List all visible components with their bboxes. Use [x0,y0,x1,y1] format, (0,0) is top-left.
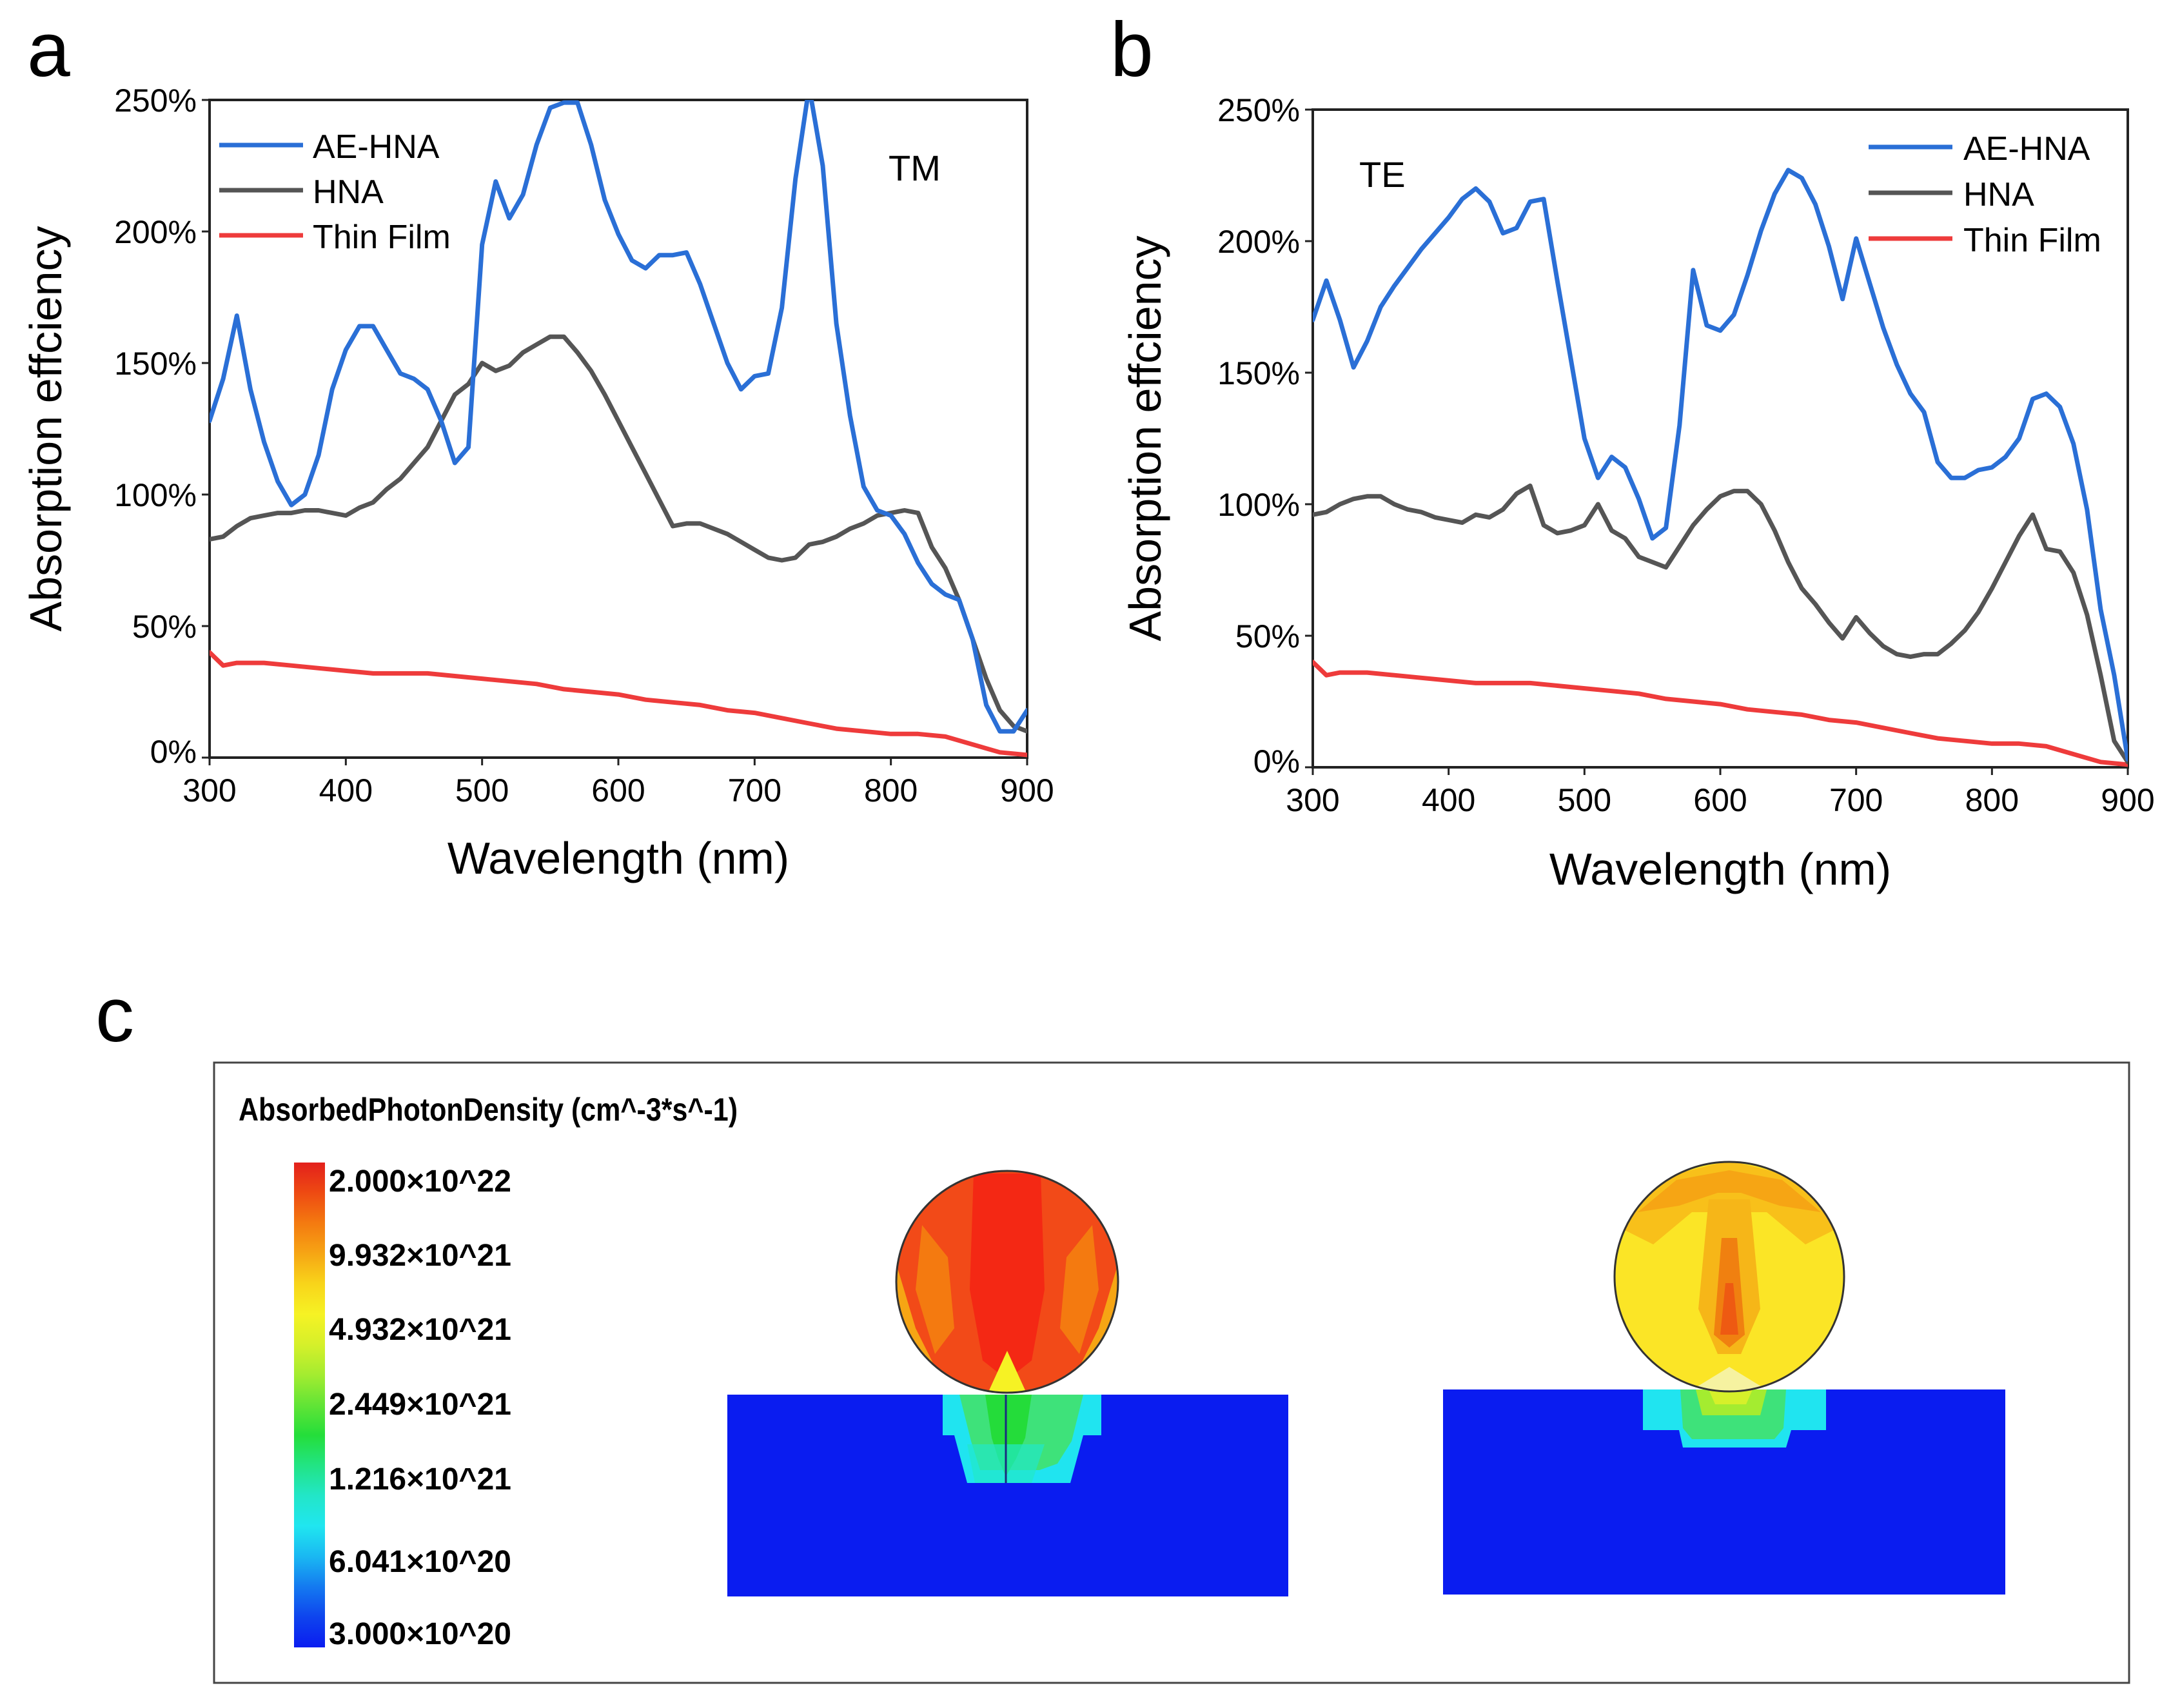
legend-label-ae-hna: AE-HNA [1963,130,2090,168]
legend-label-hna: HNA [1963,176,2034,213]
y-tick-labels-a: 0% 50% 100% 150% 200% 250% [114,83,210,770]
panel-letter-c: c [95,972,134,1058]
series-line-thin-film [210,650,1027,758]
x-tick-label: 600 [1693,782,1747,818]
x-tick-label: 700 [1829,782,1883,818]
panel-letter-a: a [27,6,70,93]
colorbar-label-4: 1.216×10^21 [329,1462,511,1497]
sphere-outline-tm [895,1170,1119,1394]
y-tick-label: 50% [1235,618,1300,654]
legend-a: AE-HNA HNA Thin Film [219,128,451,256]
sphere-right-band-tm [1060,1225,1099,1354]
y-tick-label: 250% [1217,92,1300,128]
sphere-bottom-te [1689,1367,1769,1391]
colorbar-label-3: 2.449×10^21 [329,1388,511,1422]
colorbar-label-2: 4.932×10^21 [329,1313,511,1347]
series-line-ae-hna [1313,168,2128,762]
y-tick-label: 200% [114,214,197,250]
x-tick-label: 900 [1000,772,1054,809]
sphere-outline-te [1613,1161,1845,1393]
series-lines-b [1313,168,2128,767]
x-tick-label: 300 [182,772,236,809]
hotspot-core-tm [985,1395,1032,1477]
y-tick-label: 250% [114,83,197,119]
series-line-ae-hna [210,100,1027,734]
x-axis-label-b: Wavelength (nm) [1549,844,1891,894]
colorbar-label-0: 2.000×10^22 [329,1164,511,1199]
x-tick-label: 800 [864,772,918,809]
colorbar-label-5: 6.041×10^20 [329,1545,511,1579]
x-tick-label: 500 [455,772,509,809]
sphere-bottom-hot-tm [987,1351,1028,1393]
x-tick-label: 500 [1558,782,1611,818]
y-tick-labels-b: 0% 50% 100% 150% 200% 250% [1217,92,1313,780]
field-map-te [1443,1161,2005,1595]
series-line-hna [210,334,1027,734]
panel-a: a 0% 50% 100% 150% 200% 250% 300 400 500 600 700 8… [21,6,1054,883]
sphere-center-hot-te [1720,1283,1738,1335]
x-tick-labels-a: 300 400 500 600 700 800 900 [182,758,1054,809]
panel-c: c AbsorbedPhotonDensity (cm^-3*s^-1) 2.0… [95,972,2130,1684]
sphere-te [1615,1162,1844,1391]
y-tick-label: 0% [150,734,197,770]
y-tick-label: 200% [1217,224,1300,260]
sphere-left-band-tm [916,1225,954,1354]
hotspot-yellow-te [1709,1389,1753,1404]
polarization-label-te: TE [1359,154,1406,195]
y-tick-label: 100% [1217,487,1300,523]
x-tick-labels-b: 300 400 500 600 700 800 900 [1286,767,2155,818]
polarization-label-tm: TM [889,148,941,188]
x-tick-label: 800 [1965,782,2019,818]
y-axis-label-a: Absorption effciency [21,226,71,631]
colorbar: 2.000×10^22 9.932×10^21 4.932×10^21 2.44… [294,1163,511,1651]
sphere-top-hot-te [1638,1170,1821,1212]
colorbar-label-1: 9.932×10^21 [329,1239,511,1273]
x-tick-label: 700 [728,772,781,809]
sphere-core-tm [970,1173,1045,1380]
panel-b: b 0% 50% 100% 150% 200% 250% 300 400 500 600 700 8… [1110,6,2155,894]
x-tick-label: 400 [1422,782,1475,818]
x-tick-label: 900 [2101,782,2154,818]
series-line-hna [1313,483,2128,765]
legend-label-thin-film: Thin Film [1963,222,2101,259]
legend-label-hna: HNA [313,173,384,211]
legend-label-ae-hna: AE-HNA [313,128,440,166]
y-tick-label: 50% [132,609,197,645]
series-lines-a [210,100,1027,758]
colorbar-title: AbsorbedPhotonDensity (cm^-3*s^-1) [239,1092,738,1128]
y-tick-label: 100% [114,477,197,513]
y-tick-label: 150% [1217,355,1300,391]
panel-letter-b: b [1110,6,1154,93]
y-tick-label: 0% [1253,743,1300,780]
field-map-tm [727,1170,1288,1596]
x-tick-label: 300 [1286,782,1339,818]
series-line-thin-film [1313,660,2128,767]
x-tick-label: 400 [319,772,373,809]
x-tick-label: 600 [591,772,645,809]
colorbar-gradient [294,1163,325,1647]
x-axis-label-a: Wavelength (nm) [447,833,789,883]
y-tick-label: 150% [114,346,197,382]
legend-label-thin-film: Thin Film [313,219,451,256]
legend-b: AE-HNA HNA Thin Film [1869,130,2101,259]
colorbar-label-6: 3.000×10^20 [329,1617,511,1651]
y-axis-label-b: Absorption effciency [1120,235,1170,641]
